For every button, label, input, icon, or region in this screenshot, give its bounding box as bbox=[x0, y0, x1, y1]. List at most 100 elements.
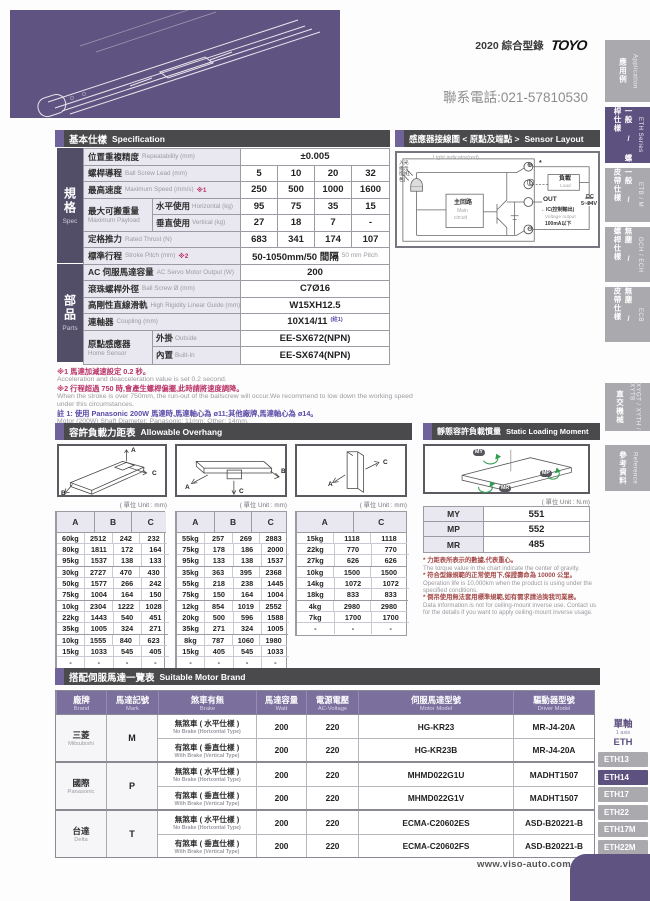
table-row: 無煞車 ( 水平仕樣 ) No Brake (Horizontal Type) … bbox=[158, 811, 594, 834]
catalog-header: 2020 綜合型錄 TOYO bbox=[475, 37, 587, 53]
spec-row-lead: 螺桿導程 Ball Screw Lead (mm) 5 10 20 32 bbox=[84, 165, 389, 182]
table-row: 15kg 1118 1118 bbox=[297, 533, 407, 544]
light-indicator-label-en: Light indicator(red) bbox=[433, 155, 479, 161]
table-row: 35kg 271 324 1005 bbox=[177, 623, 289, 634]
header-accent-square bbox=[395, 130, 404, 147]
table-cell: 1060 bbox=[233, 635, 261, 645]
table-row: 75kg 1004 164 150 bbox=[57, 589, 169, 600]
spec-value: 5 bbox=[241, 165, 278, 181]
sidebar-tab[interactable]: 無塵 / 皮帶仕樣 ECB bbox=[605, 287, 650, 342]
brand-cell: 國際 Panasonic bbox=[56, 763, 106, 809]
watt-cell: 200 bbox=[256, 835, 306, 857]
spec-value: 95 bbox=[241, 198, 278, 214]
table-cell: 770 bbox=[335, 544, 373, 554]
series-model-tab[interactable]: ETH17 bbox=[598, 787, 648, 802]
table-row: - - - bbox=[297, 623, 409, 634]
lead-label: 導程 5 Lead bbox=[56, 533, 57, 566]
table-cell: 75kg bbox=[177, 544, 206, 554]
spec-row-payload: 最大可搬重量 Maximum Payload 水平使用 Horizontal (kg… bbox=[84, 198, 389, 232]
current-limit-label: 100mA以下 bbox=[545, 221, 572, 227]
table-cell: 133 bbox=[149, 556, 162, 565]
lead-group: 導程 32 Lead 10kg 1555 840 bbox=[56, 635, 169, 669]
moment-label: MR bbox=[499, 485, 512, 492]
table-cell: 1072 bbox=[382, 578, 399, 588]
spec-row-stroke: 標準行程 Stroke Pitch (mm) ※2 50-1050mm/50 間隔 5… bbox=[84, 248, 389, 265]
brake-cell: 無煞車 ( 水平仕樣 ) No Brake (Horizontal Type) bbox=[173, 767, 241, 783]
table-cell: 60kg bbox=[57, 533, 85, 543]
table-cell: 55kg bbox=[177, 578, 206, 588]
table-cell: 30kg bbox=[57, 567, 85, 577]
motor-brand-group: 國際 Panasonic P 無煞車 ( 水平仕樣 ) No Brake (Ho… bbox=[56, 761, 594, 809]
watt-cell: 200 bbox=[256, 739, 306, 761]
spec-row-thrust: 定格推力 Rated Thrust (N) 683 341 174 107 bbox=[84, 231, 389, 248]
spec-value: - bbox=[368, 217, 373, 228]
table-cell: 470 bbox=[113, 567, 141, 577]
series-model-tab[interactable]: ETH22M bbox=[598, 839, 648, 855]
table-row: 10kg 1500 1500 bbox=[297, 567, 407, 578]
spec-value: 1600 bbox=[359, 184, 382, 196]
axis-label: A bbox=[185, 484, 190, 491]
section-header-static-loading-moment: 靜態容許負載慣量 Static Loading Moment bbox=[423, 423, 600, 440]
voltage-cell: 220 bbox=[306, 763, 358, 786]
spec-header-zh: 基本仕樣 bbox=[69, 134, 108, 146]
axis-label: C bbox=[383, 459, 388, 466]
column-header: 電源電壓 AC-Voltage bbox=[306, 691, 358, 714]
table-cell: 840 bbox=[113, 635, 141, 645]
sidebar-tab[interactable]: 一般 / 皮帶仕樣 ETB / M bbox=[605, 168, 650, 222]
series-model-tab[interactable]: ETH13 bbox=[598, 752, 648, 767]
table-cell: 1555 bbox=[85, 635, 113, 645]
table-row: 80kg 1811 172 164 bbox=[57, 544, 169, 555]
table-cell: - bbox=[114, 657, 142, 668]
table-row: 22kg 770 770 bbox=[297, 544, 409, 555]
table-cell: 1004 bbox=[267, 590, 284, 599]
table-cell: 324 bbox=[234, 623, 262, 634]
table-cell: 405 bbox=[149, 646, 162, 656]
table-cell: 269 bbox=[233, 533, 261, 543]
table-row: MY 551 bbox=[424, 507, 589, 522]
sidebar-tab-label-zh: 應用例 bbox=[618, 58, 628, 84]
table-cell: 15kg bbox=[57, 646, 86, 656]
sidebar-tab[interactable]: 無塵 / 螺桿仕樣 GCH / ECH bbox=[605, 227, 650, 282]
sidebar-tab[interactable]: 直交機械 XYGT / XYTH / XYTB bbox=[605, 383, 650, 431]
spec-value: 174 bbox=[315, 231, 352, 247]
table-row: 15kg 405 545 1033 bbox=[177, 646, 289, 657]
spec-row-guide: 高剛性直線滑軌 High Rigidity Linear Guide (mm) W… bbox=[84, 297, 389, 314]
spec-value: 27 bbox=[241, 214, 278, 231]
lead-group: 導程 32 Lead 8kg 787 1060 bbox=[176, 635, 289, 669]
table-row: 50kg 1577 266 242 bbox=[57, 578, 169, 589]
table-row: 95kg 133 138 1537 bbox=[177, 555, 289, 566]
lead-group: 導程 20 Lead 12kg 854 1019 bbox=[176, 601, 289, 635]
asterisk-mark: * bbox=[539, 160, 542, 167]
series-model-tab[interactable]: ETH14 bbox=[598, 769, 648, 785]
table-cell: 2512 bbox=[85, 533, 113, 543]
main-circuit-label-en1: Main bbox=[457, 208, 468, 214]
table-cell: 138 bbox=[234, 555, 262, 566]
table-row: MR 485 bbox=[424, 537, 589, 552]
spec-value: 10 bbox=[278, 165, 315, 181]
spec-row-coupling: 連軸器 Coupling (mm) 10X14/11 (註1) bbox=[84, 314, 389, 331]
series-model-tab[interactable]: ETH17M bbox=[598, 822, 648, 837]
sidebar-tab[interactable]: 一般 / 螺桿仕樣 ETH Series bbox=[605, 107, 650, 163]
axis-label: A bbox=[328, 481, 333, 488]
table-row: 15kg 1033 545 405 bbox=[57, 646, 169, 657]
driver-model-cell: MR-J4-20A bbox=[513, 739, 594, 761]
lead-label: 導程 20 Lead bbox=[296, 601, 297, 635]
table-cell: 1222 bbox=[113, 601, 141, 611]
motor-model-cell: ECMA-C20602FS bbox=[358, 835, 513, 857]
voltage-output-label: Voltage output bbox=[545, 215, 576, 220]
sidebar-tab[interactable]: 應用例 Application bbox=[605, 40, 650, 102]
table-cell: 1028 bbox=[145, 601, 162, 611]
table-cell: 7kg bbox=[297, 612, 335, 622]
table-cell: 2980 bbox=[380, 601, 398, 611]
lead-group: 導程 5 Lead 60kg 2512 242 bbox=[56, 533, 169, 567]
footnote: * 力距表所表示的數據,代表重心。 bbox=[423, 557, 518, 564]
lead-label: 導程 10 Lead bbox=[296, 567, 297, 600]
table-cell: - bbox=[274, 658, 277, 667]
catalog-year-title: 2020 綜合型錄 bbox=[475, 39, 544, 52]
sidebar-tab[interactable]: 參考資料 Reference bbox=[605, 445, 650, 491]
out-label: OUT bbox=[543, 196, 557, 203]
series-model-tab[interactable]: ETH22 bbox=[598, 804, 648, 820]
table-row: 10kg 2304 1222 1028 bbox=[57, 601, 167, 612]
series-sidebar: 應用例 Application 一般 / 螺桿仕樣 ETH Series 一般 … bbox=[605, 0, 650, 520]
